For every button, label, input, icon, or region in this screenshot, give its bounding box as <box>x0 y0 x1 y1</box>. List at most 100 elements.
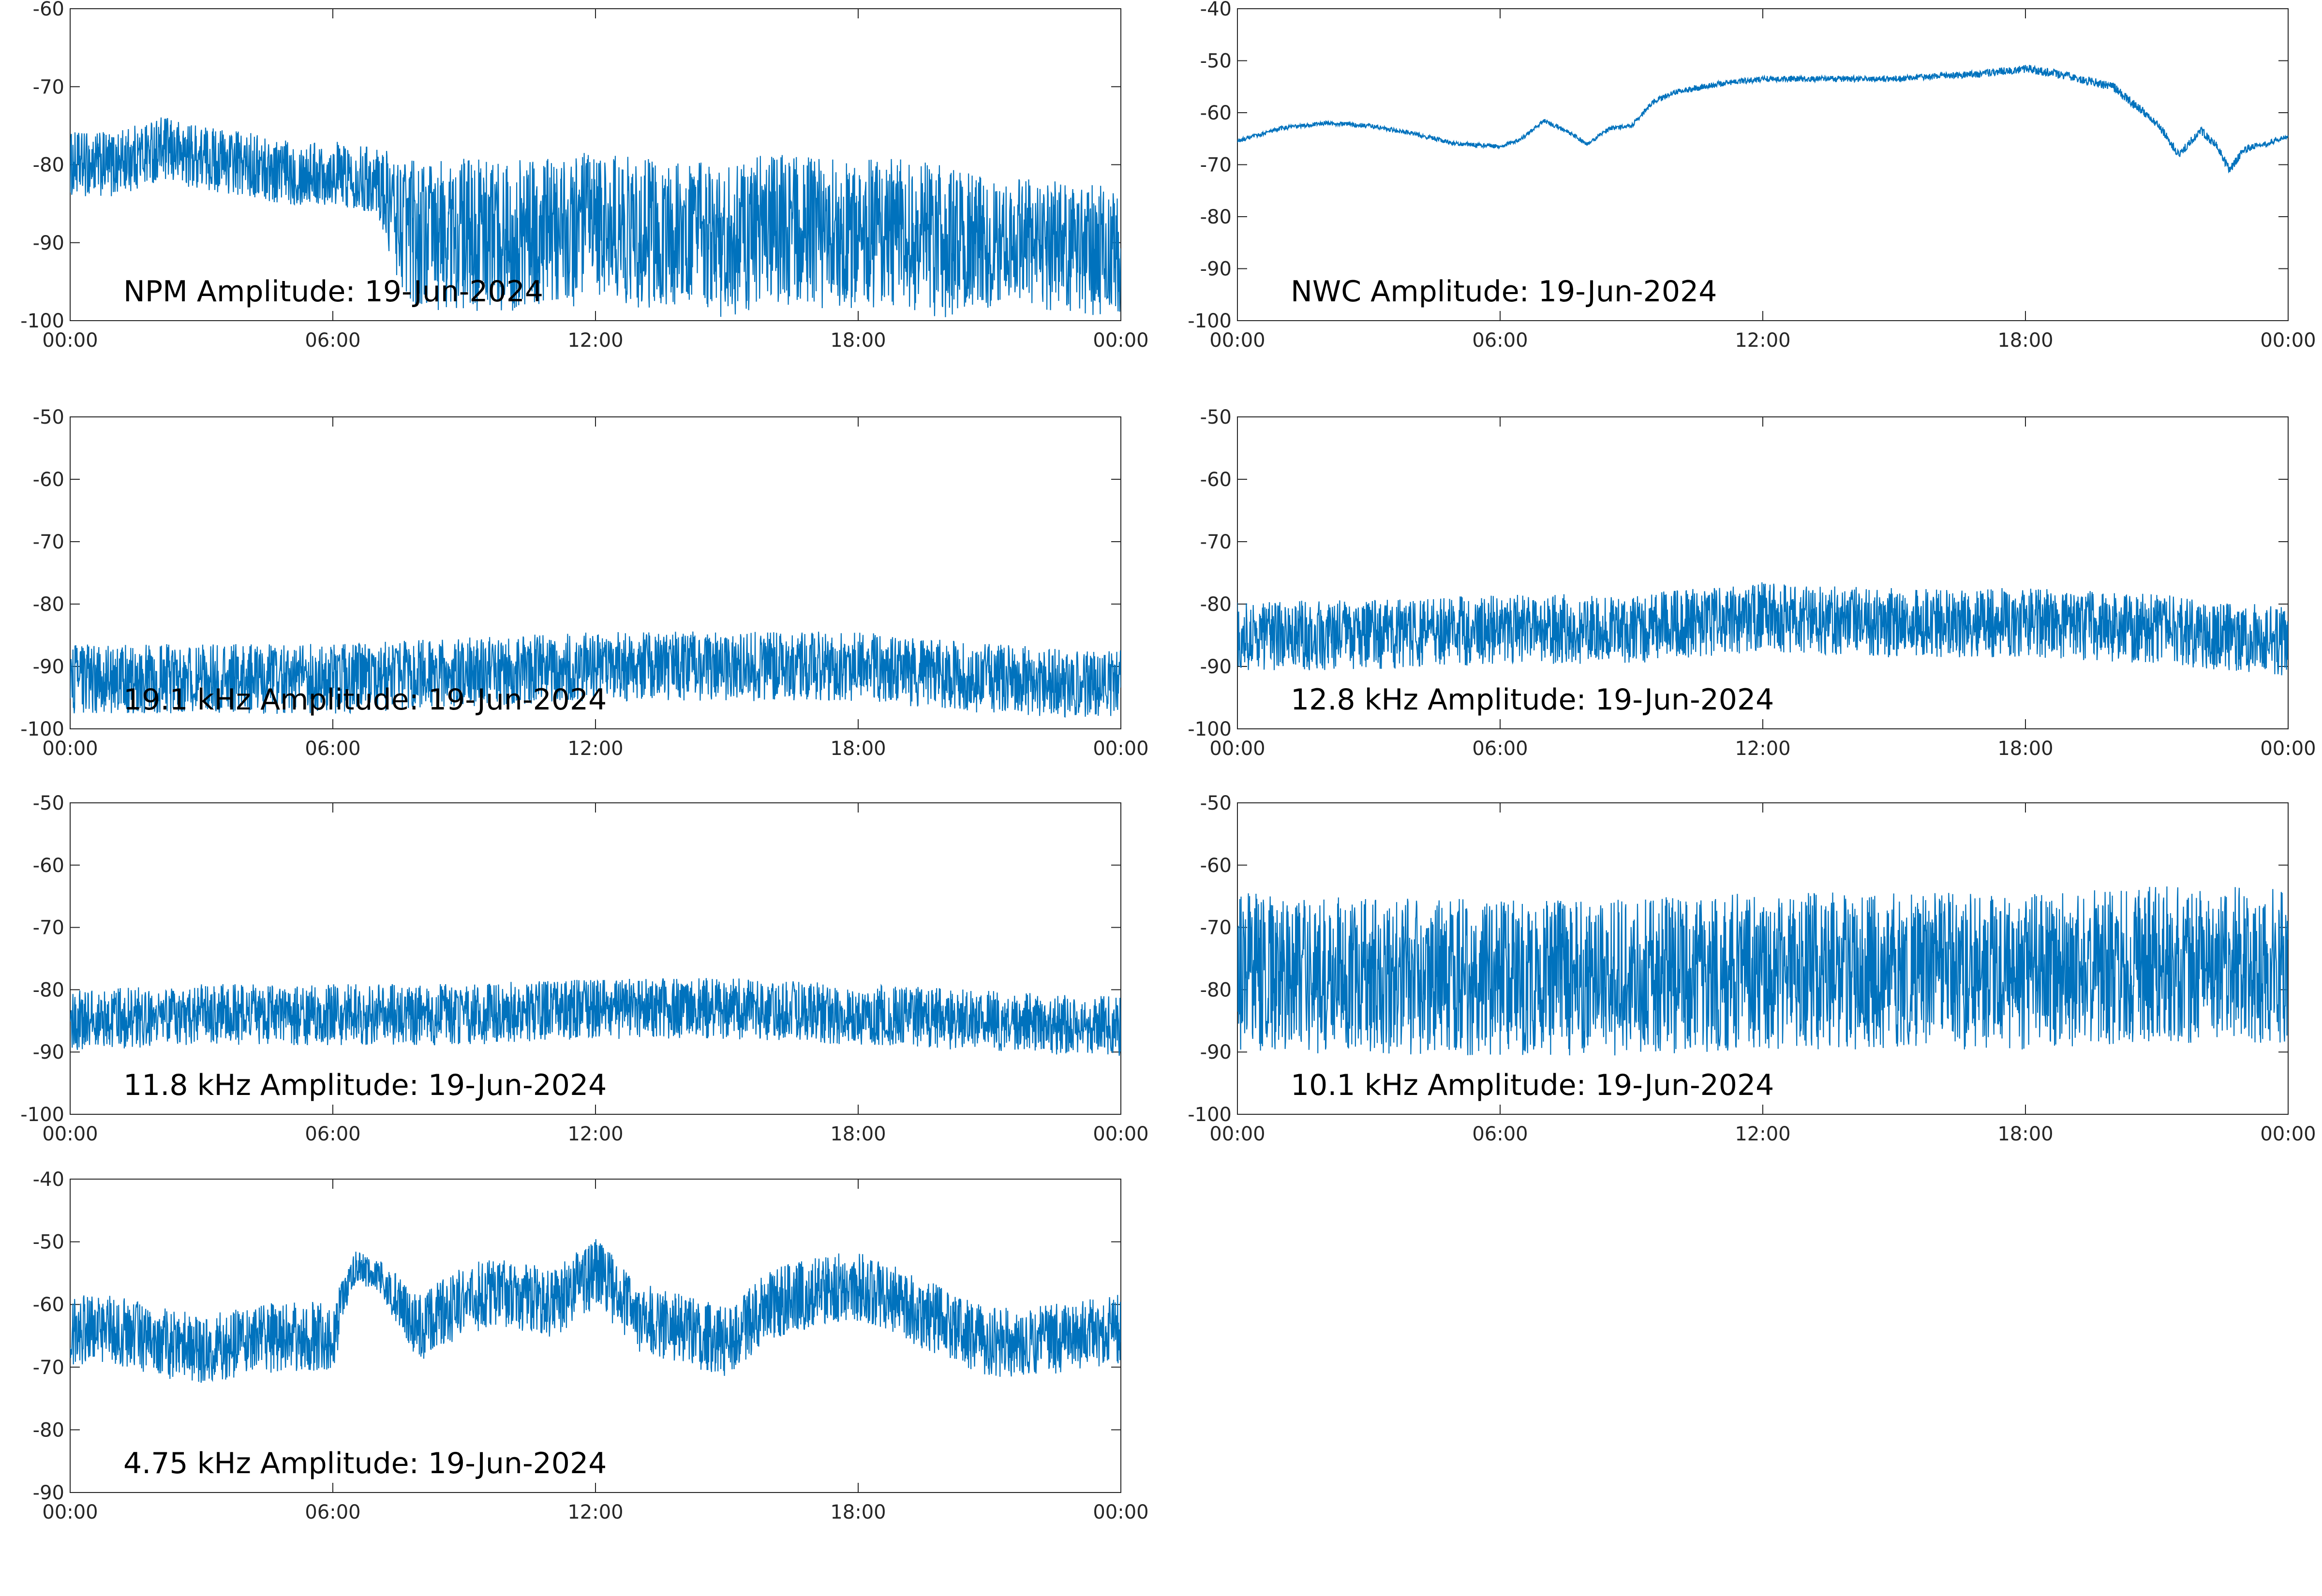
y-tick-label: -60 <box>1200 469 1232 491</box>
data-series-line <box>1237 582 2288 676</box>
y-tick-label: -50 <box>33 406 64 429</box>
y-tick-label: -100 <box>20 310 64 332</box>
y-tick-label: -40 <box>33 1168 64 1191</box>
chart-panel-10-1-khz: -50 -60 -70 -80 -90 -100 00:00 06:00 12:00 18:00 0… <box>1161 792 2322 1161</box>
x-tick-label: 06:00 <box>305 329 360 352</box>
x-tick-label: 12:00 <box>567 738 623 760</box>
data-series-line <box>70 1239 1121 1383</box>
y-tick-label: -70 <box>1200 531 1232 553</box>
y-tick-label: -80 <box>1200 593 1232 616</box>
y-tick-label: -50 <box>33 792 64 814</box>
x-tick-label: 00:00 <box>1093 329 1148 352</box>
y-tick-label: -60 <box>1200 102 1232 124</box>
x-tick-label: 00:00 <box>42 329 98 352</box>
data-series-line <box>1237 886 2288 1056</box>
x-tick-label: 06:00 <box>305 1123 360 1145</box>
y-tick-label: -100 <box>20 1104 64 1126</box>
panel-title: 4.75 kHz Amplitude: 19-Jun-2024 <box>123 1447 607 1480</box>
x-tick-label: 00:00 <box>42 738 98 760</box>
y-tick-label: -90 <box>33 656 64 678</box>
x-tick-label: 06:00 <box>1472 329 1528 352</box>
chart-panel-19-1-khz: -50 -60 -70 -80 -90 -100 00:00 06:00 12:00 18:00 0… <box>0 406 1161 774</box>
x-tick-label: 00:00 <box>1093 738 1148 760</box>
y-tick-label: -80 <box>33 979 64 1001</box>
x-tick-label: 06:00 <box>1472 738 1528 760</box>
x-tick-label: 18:00 <box>830 738 886 760</box>
plot-area-frame <box>70 802 1121 1115</box>
x-tick-label: 06:00 <box>305 738 360 760</box>
x-tick-label: 00:00 <box>1209 1123 1265 1145</box>
x-tick-label: 00:00 <box>1209 329 1265 352</box>
y-tick-label: -60 <box>1200 855 1232 877</box>
chart-panel-12-8-khz: -50 -60 -70 -80 -90 -100 00:00 06:00 12:00 18:00 0… <box>1161 406 2322 774</box>
x-tick-label: 12:00 <box>567 1501 623 1523</box>
y-tick-label: -100 <box>20 718 64 740</box>
x-tick-label: 18:00 <box>830 1501 886 1523</box>
panel-title: NWC Amplitude: 19-Jun-2024 <box>1291 275 1717 309</box>
data-series-line <box>70 631 1121 718</box>
panel-title: 10.1 kHz Amplitude: 19-Jun-2024 <box>1291 1068 1774 1102</box>
y-tick-label: -50 <box>1200 792 1232 814</box>
x-tick-label: 00:00 <box>1209 738 1265 760</box>
x-tick-label: 00:00 <box>2260 329 2316 352</box>
x-tick-label: 18:00 <box>830 1123 886 1145</box>
panel-title: 19.1 kHz Amplitude: 19-Jun-2024 <box>123 683 607 717</box>
plot-area-frame <box>1237 8 2289 321</box>
y-tick-label: -90 <box>1200 1041 1232 1064</box>
chart-panel-4-75-khz: -40 -50 -60 -70 -80 -90 00:00 06:00 12:00 18:00 00… <box>0 1168 1161 1538</box>
y-tick-label: -80 <box>33 154 64 177</box>
y-tick-label: -60 <box>33 0 64 20</box>
y-tick-label: -70 <box>33 917 64 939</box>
x-tick-label: 12:00 <box>567 329 623 352</box>
x-tick-label: 12:00 <box>1735 329 1790 352</box>
y-tick-label: -80 <box>33 1419 64 1441</box>
y-tick-label: -80 <box>33 593 64 616</box>
panel-title: 12.8 kHz Amplitude: 19-Jun-2024 <box>1291 683 1774 717</box>
y-tick-label: -60 <box>33 469 64 491</box>
x-tick-label: 18:00 <box>830 329 886 352</box>
y-tick-label: -50 <box>33 1231 64 1254</box>
panel-title: 11.8 kHz Amplitude: 19-Jun-2024 <box>123 1068 607 1102</box>
y-tick-label: -90 <box>33 1041 64 1064</box>
chart-panel-11-8-khz: -50 -60 -70 -80 -90 -100 00:00 06:00 12:00 18:00 0… <box>0 792 1161 1161</box>
x-tick-label: 00:00 <box>42 1501 98 1523</box>
y-tick-label: -100 <box>1188 1104 1232 1126</box>
x-tick-label: 00:00 <box>2260 1123 2316 1145</box>
x-tick-label: 18:00 <box>1997 1123 2053 1145</box>
y-tick-label: -70 <box>1200 917 1232 939</box>
y-tick-label: -60 <box>33 1294 64 1316</box>
x-tick-label: 12:00 <box>567 1123 623 1145</box>
x-tick-label: 00:00 <box>2260 738 2316 760</box>
plot-area-frame <box>1237 416 2289 729</box>
x-tick-label: 00:00 <box>1093 1123 1148 1145</box>
x-tick-label: 12:00 <box>1735 1123 1790 1145</box>
y-tick-label: -100 <box>1188 718 1232 740</box>
data-series-line <box>1237 64 2288 174</box>
data-series-line <box>70 978 1121 1056</box>
x-tick-label: 18:00 <box>1997 738 2053 760</box>
y-tick-label: -70 <box>33 1357 64 1379</box>
y-tick-label: -80 <box>1200 206 1232 228</box>
y-tick-label: -90 <box>1200 656 1232 678</box>
y-tick-label: -90 <box>33 232 64 254</box>
y-tick-label: -70 <box>33 531 64 553</box>
y-tick-label: -40 <box>1200 0 1232 20</box>
y-tick-label: -70 <box>33 76 64 98</box>
y-tick-label: -100 <box>1188 310 1232 332</box>
y-tick-label: -60 <box>33 855 64 877</box>
x-tick-label: 00:00 <box>1093 1501 1148 1523</box>
chart-panel-nwc: -40 -50 -60 -70 -80 -90 -100 00:00 06:00 12:00 18:… <box>1161 0 2322 368</box>
x-tick-label: 06:00 <box>1472 1123 1528 1145</box>
y-tick-label: -50 <box>1200 50 1232 73</box>
x-tick-label: 18:00 <box>1997 329 2053 352</box>
x-tick-label: 00:00 <box>42 1123 98 1145</box>
y-tick-label: -80 <box>1200 979 1232 1001</box>
y-tick-label: -50 <box>1200 406 1232 429</box>
